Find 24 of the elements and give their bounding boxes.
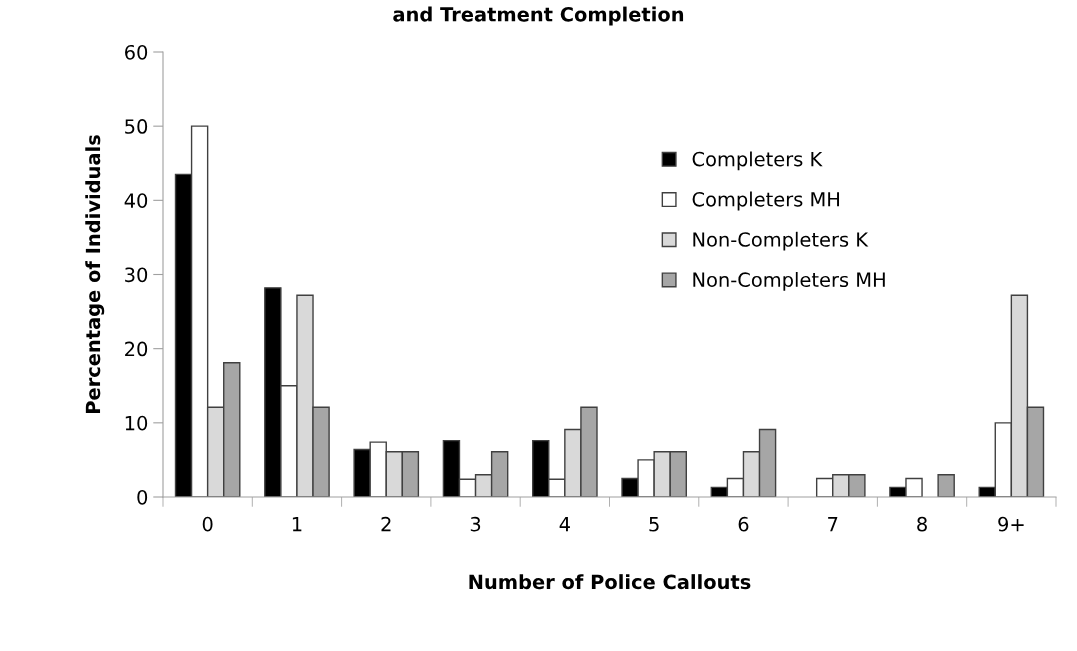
y-axis-title: Percentage of Individuals bbox=[85, 135, 105, 414]
legend-label: Non-Completers K bbox=[693, 231, 869, 251]
x-axis-title: Number of Police Callouts bbox=[469, 574, 751, 590]
x-tick-label: 2 bbox=[381, 516, 391, 532]
y-tick-label: 0 bbox=[137, 489, 148, 505]
y-tick-label: 30 bbox=[125, 267, 148, 283]
x-tick-label: 7 bbox=[828, 517, 838, 532]
y-tick-label: 40 bbox=[124, 193, 148, 208]
x-tick-label: 3 bbox=[470, 516, 481, 532]
legend-label: Completers K bbox=[692, 151, 823, 171]
x-tick-label: 6 bbox=[738, 516, 749, 532]
x-tick-label: 0 bbox=[202, 516, 213, 532]
y-tick-label: 10 bbox=[125, 415, 148, 431]
x-tick-label: 4 bbox=[559, 517, 570, 532]
chart-title: and Treatment Completion bbox=[393, 6, 684, 26]
legend-label: Completers MH bbox=[692, 191, 839, 211]
legend-label: Non-Completers MH bbox=[693, 272, 885, 291]
y-tick-label: 20 bbox=[125, 341, 148, 357]
x-tick-label: 1 bbox=[292, 517, 302, 532]
x-tick-label: 9+ bbox=[998, 516, 1024, 532]
x-tick-label: 8 bbox=[917, 516, 927, 532]
y-tick-label: 60 bbox=[125, 44, 148, 60]
y-tick-label: 50 bbox=[125, 119, 148, 134]
x-tick-label: 5 bbox=[649, 517, 659, 532]
